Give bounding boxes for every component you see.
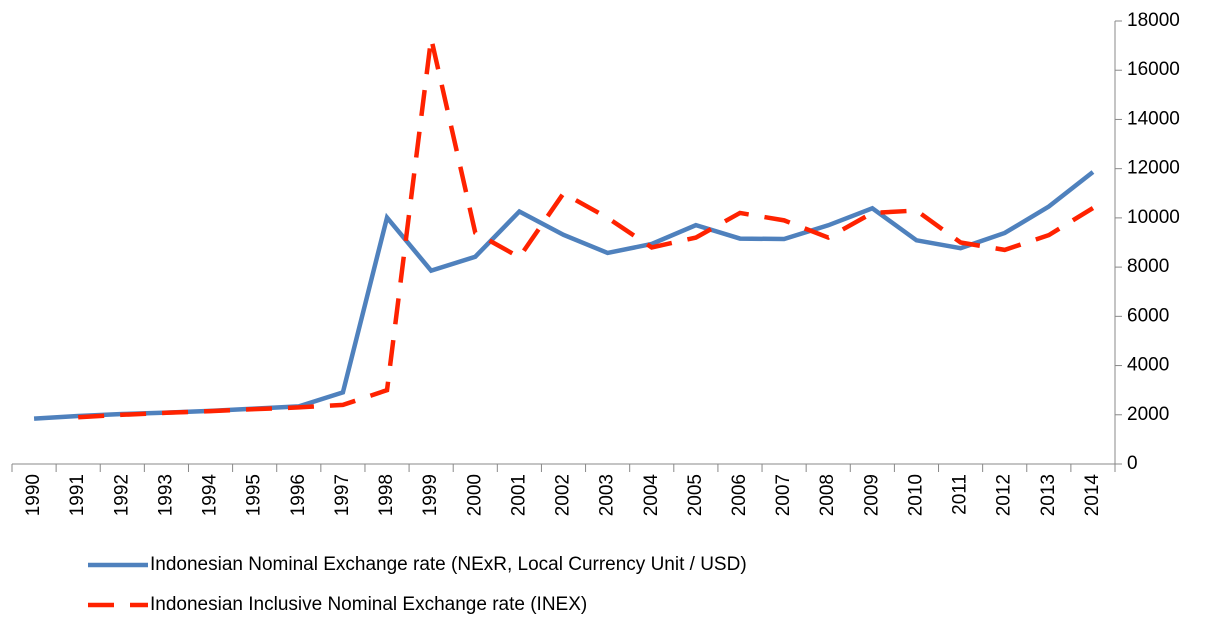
- x-tick-label: 1995: [244, 474, 265, 516]
- y-tick-label: 6000: [1127, 305, 1169, 326]
- x-tick-label: 2000: [464, 474, 485, 516]
- series-line: [78, 37, 1095, 420]
- legend-label: Indonesian Nominal Exchange rate (NExR, …: [150, 554, 747, 575]
- x-tick-label: 1996: [288, 474, 309, 516]
- x-tick-label: 2006: [729, 474, 750, 516]
- x-tick-label: 2010: [905, 474, 926, 516]
- x-tick-label: 1993: [155, 474, 176, 516]
- y-tick-label: 8000: [1127, 256, 1169, 277]
- x-tick-label: 1991: [67, 474, 88, 516]
- y-tick-label: 12000: [1127, 158, 1180, 179]
- x-tick-label: 1992: [111, 474, 132, 516]
- x-tick-label: 2013: [1038, 474, 1059, 516]
- x-tick-label: 1998: [376, 474, 397, 516]
- y-tick-label: 18000: [1127, 10, 1180, 31]
- x-tick-label: 1994: [200, 474, 221, 517]
- x-tick-label: 2005: [685, 474, 706, 516]
- x-tick-label: 2009: [861, 474, 882, 516]
- y-tick-label: 16000: [1127, 59, 1180, 80]
- x-tick-label: 2004: [641, 474, 662, 517]
- x-tick-label: 1997: [332, 474, 353, 516]
- x-tick-label: 2012: [994, 474, 1015, 516]
- x-tick-label: 2007: [773, 474, 794, 516]
- y-tick-label: 14000: [1127, 108, 1180, 129]
- y-tick-label: 4000: [1127, 355, 1169, 376]
- x-tick-label: 1990: [23, 474, 44, 516]
- x-tick-label: 2003: [597, 474, 618, 516]
- x-tick-label: 2008: [817, 474, 838, 516]
- x-tick-label: 2002: [553, 474, 574, 516]
- x-tick-label: 2011: [950, 474, 971, 515]
- x-tick-label: 1999: [420, 474, 441, 516]
- legend-label: Indonesian Inclusive Nominal Exchange ra…: [150, 594, 587, 615]
- x-tick-label: 2014: [1082, 474, 1103, 517]
- y-tick-label: 10000: [1127, 207, 1180, 228]
- x-tick-label: 2001: [508, 474, 529, 516]
- series-line: [33, 170, 1095, 421]
- y-tick-label: 2000: [1127, 404, 1169, 425]
- y-tick-label: 0: [1127, 453, 1138, 474]
